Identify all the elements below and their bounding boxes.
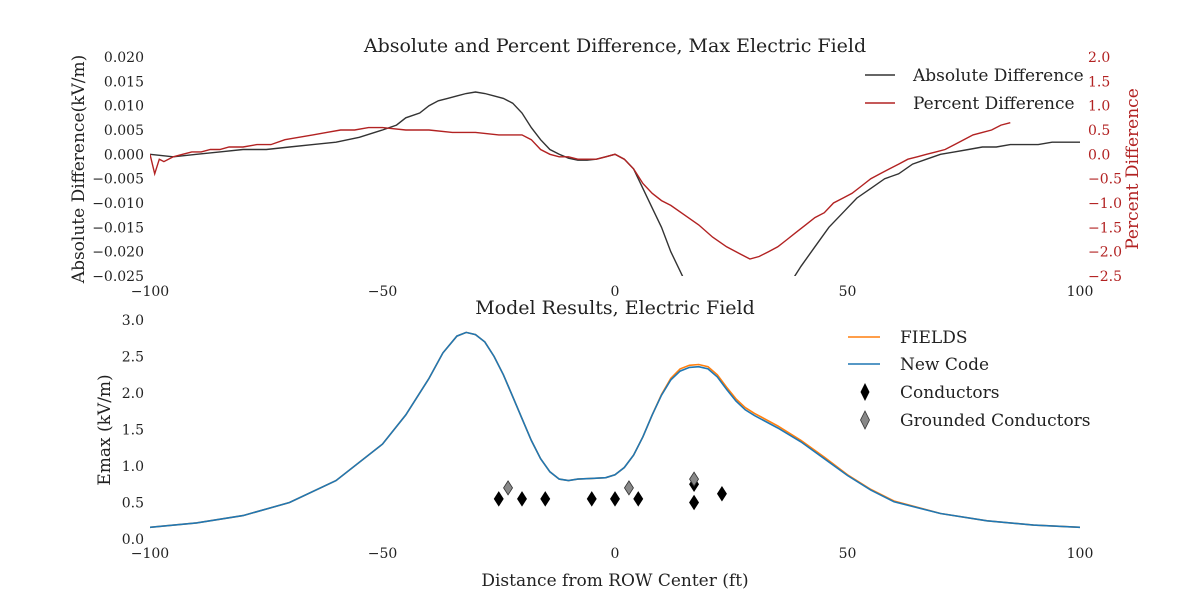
top-x-tick-label: 50 (839, 284, 857, 300)
bottom-x-ticks: −100 −50 0 50 100 (131, 546, 1094, 562)
top-y-tick-label: −0.015 (92, 220, 144, 236)
legend-marker-conductors (860, 383, 870, 401)
top-y-ticks: 0.020 0.015 0.010 0.005 0.000 −0.005 −0.010 −0.… (92, 50, 144, 285)
top-y-tick-label: −0.020 (92, 245, 144, 261)
bottom-chart-ylabel: Emax (kV/m) (95, 374, 115, 485)
top-y-tick-label: −0.010 (92, 196, 144, 212)
bottom-series-lines (150, 331, 1080, 529)
top-y-tick-label: −0.005 (92, 172, 144, 188)
bottom-y-tick-label: 0.0 (122, 532, 144, 548)
bottom-x-tick-label: −100 (131, 546, 169, 562)
top-chart-ylabel: Absolute Difference(kV/m) (69, 55, 89, 284)
legend-label-conductors: Conductors (900, 383, 999, 403)
bottom-markers (493, 471, 727, 511)
bottom-y-tick-label: 1.5 (122, 423, 144, 439)
bottom-y-tick-label: 2.5 (122, 350, 144, 366)
top-y2-tick-label: 2.0 (1088, 50, 1110, 66)
top-series-lines (150, 91, 1080, 276)
conductor-marker (633, 491, 644, 507)
top-y2-tick-label: −0.5 (1088, 172, 1122, 188)
bottom-legend: FIELDS New Code Conductors Grounded Cond… (848, 328, 1091, 431)
top-y2-tick-label: −2.5 (1088, 269, 1122, 285)
bottom-x-tick-label: 0 (611, 546, 620, 562)
bottom-y-tick-label: 1.0 (122, 459, 144, 475)
top-x-tick-label: −50 (368, 284, 398, 300)
top-y2-tick-label: 1.5 (1088, 74, 1110, 90)
top-y-tick-label: 0.020 (104, 50, 144, 66)
grounded-conductor-marker (503, 480, 514, 496)
top-y-tick-label: −0.025 (92, 269, 144, 285)
bottom-chart-title: Model Results, Electric Field (475, 297, 755, 319)
conductor-marker (540, 491, 551, 507)
bottom-chart-xlabel: Distance from ROW Center (ft) (481, 571, 748, 591)
conductor-marker (716, 486, 727, 502)
bottom-x-tick-label: −50 (368, 546, 398, 562)
top-y2-tick-label: 0.0 (1088, 147, 1110, 163)
top-y-tick-label: 0.000 (104, 147, 144, 163)
top-y2-tick-label: −2.0 (1088, 245, 1122, 261)
bottom-y-tick-label: 3.0 (122, 313, 144, 329)
top-y2-ticks: 2.0 1.5 1.0 0.5 0.0 −0.5 −1.0 −1.5 −2.0 −2.5 (1088, 50, 1122, 285)
legend-label-absolute: Absolute Difference (912, 66, 1084, 86)
bottom-y-tick-label: 2.0 (122, 386, 144, 402)
legend-label-percent: Percent Difference (913, 94, 1075, 114)
top-chart: Absolute and Percent Difference, Max Ele… (69, 35, 1143, 300)
conductor-marker (517, 491, 527, 507)
series-line-absolute-difference (150, 91, 1080, 276)
top-x-ticks: −100 −50 0 50 100 (131, 284, 1094, 300)
top-y2-tick-label: 0.5 (1088, 123, 1110, 139)
top-x-tick-label: −100 (131, 284, 169, 300)
grounded-conductor-marker (623, 480, 634, 496)
top-chart-y2label: Percent Difference (1123, 88, 1143, 250)
conductor-marker (610, 491, 620, 507)
bottom-y-ticks: 3.0 2.5 2.0 1.5 1.0 0.5 0.0 (122, 313, 144, 548)
legend-marker-grounded (860, 410, 870, 430)
grounded-conductor-marker (689, 471, 700, 487)
top-y-tick-label: 0.015 (104, 74, 144, 90)
series-line-new-code (150, 331, 1080, 529)
bottom-y-tick-label: 0.5 (122, 496, 144, 512)
top-y2-tick-label: −1.0 (1088, 196, 1122, 212)
bottom-x-tick-label: 100 (1067, 546, 1094, 562)
legend-label-new-code: New Code (900, 355, 989, 375)
legend-label-fields: FIELDS (900, 328, 968, 348)
top-y-tick-label: 0.010 (104, 99, 144, 115)
conductor-marker (689, 494, 700, 511)
top-x-tick-label: 100 (1067, 284, 1094, 300)
bottom-chart: Model Results, Electric Field Emax (kV/m… (95, 297, 1093, 591)
top-x-tick-label: 0 (611, 284, 620, 300)
top-y2-tick-label: 1.0 (1088, 99, 1110, 115)
bottom-x-tick-label: 50 (839, 546, 857, 562)
top-legend: Absolute Difference Percent Difference (865, 66, 1084, 114)
series-line-percent-difference (150, 122, 1011, 260)
top-chart-title: Absolute and Percent Difference, Max Ele… (363, 35, 866, 57)
conductor-marker (493, 491, 504, 507)
top-y-tick-label: 0.005 (104, 123, 144, 139)
legend-label-grounded: Grounded Conductors (900, 411, 1091, 431)
conductor-marker (586, 491, 597, 507)
top-y2-tick-label: −1.5 (1088, 220, 1122, 236)
